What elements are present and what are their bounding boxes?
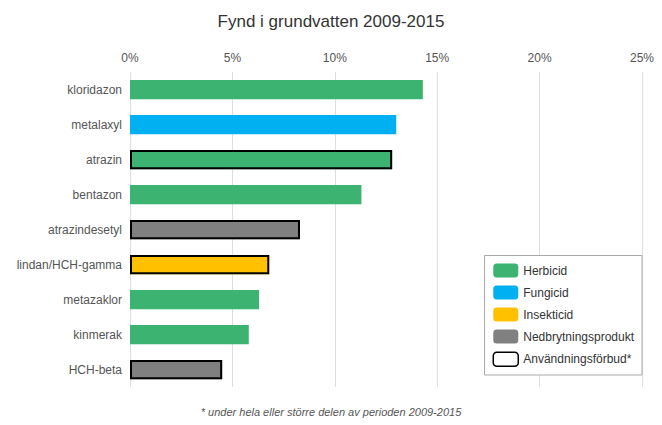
svg-text:15%: 15% — [425, 51, 449, 65]
svg-text:bentazon: bentazon — [73, 188, 122, 202]
svg-text:atrazindesetyl: atrazindesetyl — [48, 223, 122, 237]
svg-text:kloridazon: kloridazon — [67, 83, 122, 97]
svg-text:Användningsförbud*: Användningsförbud* — [523, 352, 631, 366]
svg-text:Fungicid: Fungicid — [523, 286, 568, 300]
svg-text:HCH-beta: HCH-beta — [69, 363, 123, 377]
svg-text:atrazin: atrazin — [86, 153, 122, 167]
svg-text:Insekticid: Insekticid — [523, 308, 573, 322]
svg-text:metazaklor: metazaklor — [63, 293, 122, 307]
svg-text:5%: 5% — [224, 51, 242, 65]
svg-text:10%: 10% — [323, 51, 347, 65]
svg-text:* under hela eller större dele: * under hela eller större delen av perio… — [201, 406, 462, 418]
svg-text:0%: 0% — [121, 51, 139, 65]
svg-text:Fynd i grundvatten 2009-2015: Fynd i grundvatten 2009-2015 — [218, 12, 445, 31]
svg-text:25%: 25% — [630, 51, 654, 65]
svg-text:kinmerak: kinmerak — [73, 328, 123, 342]
svg-text:Herbicid: Herbicid — [523, 264, 567, 278]
svg-text:20%: 20% — [528, 51, 552, 65]
svg-text:Nedbrytningsprodukt: Nedbrytningsprodukt — [523, 330, 634, 344]
svg-text:lindan/HCH-gamma: lindan/HCH-gamma — [17, 258, 123, 272]
svg-text:metalaxyl: metalaxyl — [71, 118, 122, 132]
